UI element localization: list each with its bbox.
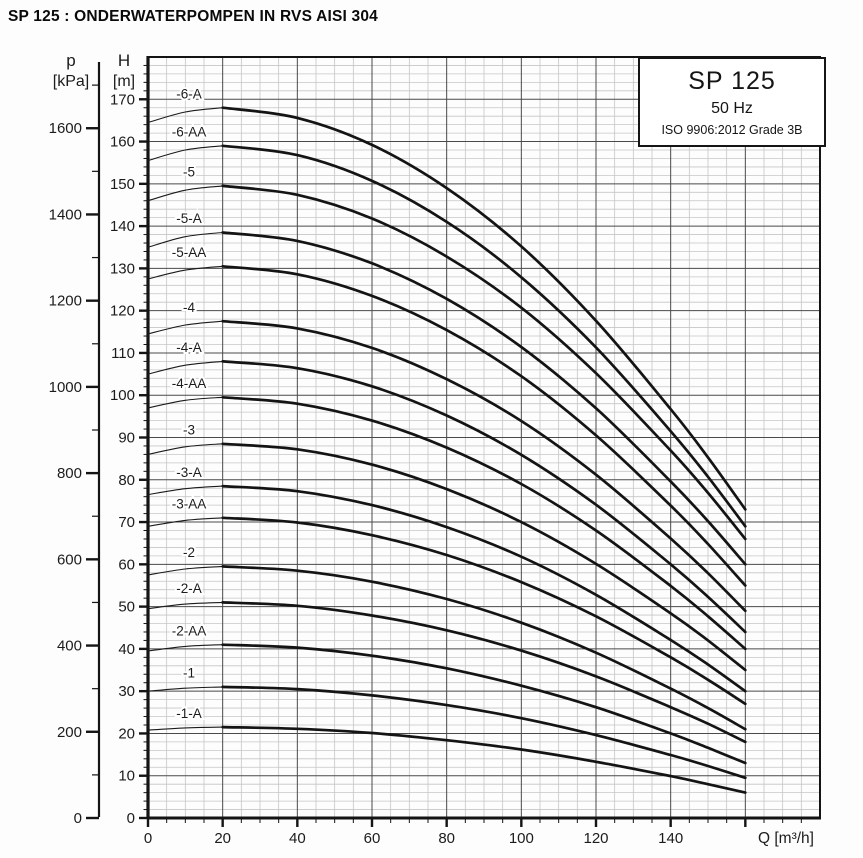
flow-axis-label: Q [m³/h] xyxy=(758,830,814,847)
head-tick-label: 0 xyxy=(127,810,135,827)
curve-label-2-aa: -2-AA xyxy=(172,623,207,638)
pump-curve-thin-5-aa xyxy=(147,265,223,280)
pump-curve-5-aa xyxy=(221,264,747,587)
curve-labels: -6-A -6-AA -5 -5-A -5-AA -4 -4-A -4-AA -3 -3-A -3-… xyxy=(170,84,209,722)
flow-tick-label: 40 xyxy=(289,830,306,847)
pump-curve-thin-1 xyxy=(147,686,223,692)
curve-label-3-aa: -3-AA xyxy=(172,497,207,512)
flow-tick-label: 120 xyxy=(583,830,608,847)
legend-frequency: 50 Hz xyxy=(711,100,753,117)
head-tick-label: 140 xyxy=(110,218,135,235)
head-tick-label: 100 xyxy=(110,387,135,404)
head-tick-label: 10 xyxy=(118,768,135,785)
pump-curve-thin-4-a xyxy=(147,360,223,375)
head-axis-unit: [m] xyxy=(113,73,135,90)
pump-curve-thin-3 xyxy=(147,443,223,455)
curve-label-3-a: -3-A xyxy=(176,465,202,480)
head-tick-label: 170 xyxy=(110,91,135,108)
head-axis-symbol: H xyxy=(118,51,130,70)
pump-curve-5-a xyxy=(221,231,747,566)
pressure-axis-unit: [kPa] xyxy=(53,73,89,90)
head-tick-label: 160 xyxy=(110,134,135,151)
pressure-tick-label: 600 xyxy=(57,551,82,568)
head-tick-label: 60 xyxy=(118,556,135,573)
curve-label-5: -5 xyxy=(183,165,195,180)
pump-curve-4 xyxy=(221,319,747,613)
pump-curve-thin-3-a xyxy=(147,485,223,496)
pump-curve-2-aa xyxy=(221,643,747,765)
page-title: SP 125 : ONDERWATERPOMPEN IN RVS AISI 30… xyxy=(8,8,378,25)
pump-curve-1-a xyxy=(221,725,747,794)
pump-curve-6-a xyxy=(221,106,747,511)
curve-label-6-a: -6-A xyxy=(176,86,202,101)
head-tick-label: 90 xyxy=(118,430,135,447)
pump-curve-3-aa xyxy=(221,516,747,706)
flow-tick-label: 0 xyxy=(144,830,152,847)
pump-curves xyxy=(147,106,747,794)
pressure-tick-label: 800 xyxy=(57,465,82,482)
head-tick-label: 110 xyxy=(111,345,135,362)
pump-curve-thin-5 xyxy=(147,185,223,202)
pressure-tick-label: 1600 xyxy=(49,120,82,137)
head-tick-label: 70 xyxy=(118,514,135,531)
pressure-tick-label: 0 xyxy=(74,810,82,827)
pressure-tick-label: 200 xyxy=(57,724,82,741)
flow-tick-label: 100 xyxy=(509,830,534,847)
pump-curve-5 xyxy=(221,184,747,541)
flow-tick-label: 60 xyxy=(364,830,381,847)
flow-tick-label: 20 xyxy=(214,830,231,847)
legend-model-name: SP 125 xyxy=(688,67,776,95)
pump-curve-3-a xyxy=(221,484,747,693)
legend-standard: ISO 9906:2012 Grade 3B xyxy=(661,123,803,137)
pump-curve-thin-2-a xyxy=(147,601,223,610)
head-tick-label: 150 xyxy=(110,176,135,193)
curve-label-5-aa: -5-AA xyxy=(172,245,207,260)
pump-curve-2-a xyxy=(221,601,747,744)
axes-and-ticks: 0 10 20 30 40 50 60 70 80 90 100 110 120 130 140 150 160… xyxy=(49,62,802,847)
curve-label-1: -1 xyxy=(183,666,195,681)
head-tick-label: 80 xyxy=(118,472,135,489)
curve-label-2-a: -2-A xyxy=(176,581,202,596)
pump-curve-thin-3-aa xyxy=(147,517,223,527)
pressure-axis-symbol: p xyxy=(66,51,75,70)
curve-label-3: -3 xyxy=(183,423,195,438)
curve-label-1-a: -1-A xyxy=(176,706,202,721)
pump-curve-4-a xyxy=(221,360,747,634)
curve-label-4: -4 xyxy=(183,300,195,315)
legend-box: SP 125 50 Hz ISO 9906:2012 Grade 3B xyxy=(638,57,826,147)
pump-curve-thin-6-a xyxy=(147,107,223,124)
pump-curve-thin-4 xyxy=(147,320,223,335)
head-tick-label: 120 xyxy=(110,303,135,320)
pump-curve-2 xyxy=(221,565,747,731)
curve-label-4-a: -4-A xyxy=(176,340,202,355)
curve-label-4-aa: -4-AA xyxy=(172,376,207,391)
pressure-tick-label: 1200 xyxy=(49,293,82,310)
pump-curve-thin-2-aa xyxy=(147,644,223,652)
curve-label-5-a: -5-A xyxy=(176,211,202,226)
curve-label-2: -2 xyxy=(183,545,195,560)
pump-curve-3 xyxy=(221,442,747,672)
curve-label-6-aa: -6-AA xyxy=(172,124,207,139)
pump-curve-thin-2 xyxy=(147,565,223,576)
pump-curve-thin-5-a xyxy=(147,231,223,248)
head-tick-label: 30 xyxy=(118,683,135,700)
flow-tick-label: 80 xyxy=(438,830,455,847)
flow-tick-label: 140 xyxy=(658,830,683,847)
pump-curve-thin-4-aa xyxy=(147,396,223,409)
head-tick-label: 40 xyxy=(118,641,135,658)
pressure-tick-label: 1400 xyxy=(49,206,82,223)
head-tick-label: 20 xyxy=(118,725,135,742)
head-tick-label: 130 xyxy=(110,260,135,277)
pump-curve-thin-6-aa xyxy=(147,145,223,162)
pump-curve-4-aa xyxy=(221,395,747,651)
pump-curve-1 xyxy=(221,685,747,780)
pump-curve-thin-1-a xyxy=(147,726,223,731)
pump-curve-6-aa xyxy=(221,144,747,528)
pressure-tick-label: 1000 xyxy=(49,379,82,396)
pressure-tick-label: 400 xyxy=(57,638,82,655)
head-tick-label: 50 xyxy=(118,599,135,616)
